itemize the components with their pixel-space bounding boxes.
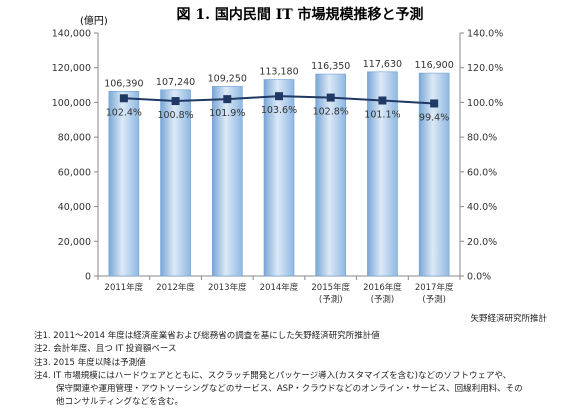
- note-4-cont: 他コンサルティングなどを含む。: [56, 397, 183, 408]
- y-right-tick-label: 100.0%: [467, 98, 503, 109]
- chart: 図 1. 国内民間 IT 市場規模推移と予測 (億円) 0 20,000 40,00…: [52, 6, 504, 306]
- y-axis-unit: (億円): [80, 14, 108, 27]
- note-4: 注4. IT 市場規模にはハードウェアとともに、スクラッチ開発とパッケージ導入(…: [34, 370, 512, 381]
- growth-point: [430, 99, 439, 108]
- bar-value-label: 106,390: [104, 78, 143, 89]
- bar-value-label: 117,630: [363, 59, 402, 70]
- x-tick-label: 2015年度: [311, 282, 350, 293]
- y-right-tick-label: 120.0%: [467, 63, 503, 74]
- x-tick-label: (予測): [422, 294, 446, 305]
- bar-value-label: 107,240: [156, 77, 195, 88]
- bar: [211, 86, 243, 277]
- growth-point: [378, 96, 387, 105]
- bar: [263, 79, 295, 277]
- bar: [160, 89, 191, 277]
- y-right-tick-label: 60.0%: [467, 167, 497, 178]
- growth-value-label: 101.9%: [209, 108, 245, 119]
- bar: [315, 73, 347, 277]
- bars: [108, 71, 450, 277]
- growth-line: [119, 92, 439, 108]
- growth-point: [223, 95, 232, 104]
- note-1: 注1. 2011～2014 年度は経済産業省および総務省の調査を基にした矢野経済…: [34, 331, 380, 341]
- bar-value-label: 116,900: [414, 60, 453, 71]
- growth-value-label: 100.8%: [157, 110, 193, 121]
- growth-point: [171, 97, 180, 106]
- y-left-tick-label: 120,000: [52, 63, 91, 74]
- bar: [108, 91, 140, 277]
- x-tick-label: (予測): [371, 294, 395, 305]
- x-tick-label: 2011年度: [105, 282, 144, 293]
- y-left-tick-label: 80,000: [58, 133, 91, 144]
- bar-value-label: 113,180: [259, 67, 298, 78]
- note-2: 注2. 会計年度、且つ IT 投資額ベース: [34, 344, 177, 355]
- y-right-tick-label: 20.0%: [467, 237, 497, 248]
- y-left-tick-label: 40,000: [58, 202, 91, 213]
- y-left-tick-label: 140,000: [52, 29, 91, 40]
- y-left-tick-label: 20,000: [58, 237, 91, 248]
- y-left-tick-label: 100,000: [52, 98, 91, 109]
- notes: 注1. 2011～2014 年度は経済産業省および総務省の調査を基にした矢野経済…: [34, 330, 554, 410]
- y-right-tick-label: 0.0%: [467, 272, 491, 283]
- x-tick-label: (予測): [319, 294, 343, 305]
- data-labels: 106,390 107,240 109,250 113,180 116,350 117,6…: [104, 59, 454, 124]
- growth-value-label: 102.8%: [313, 107, 349, 118]
- growth-point: [119, 94, 128, 103]
- chart-title: 図 1. 国内民間 IT 市場規模推移と予測: [176, 6, 423, 23]
- y-left-tick-label: 60,000: [58, 167, 91, 178]
- x-tick-label: 2016年度: [363, 282, 402, 293]
- bar: [367, 71, 398, 277]
- note-3: 注3. 2015 年度以降は予測値: [34, 357, 146, 368]
- growth-point: [275, 92, 283, 101]
- y-right-tick-label: 80.0%: [467, 133, 497, 144]
- bar-value-label: 109,250: [208, 73, 247, 84]
- note-4-cont: 保守関連や運用管理・アウトソーシングなどのサービス、ASP・クラウドなどのオンラ…: [56, 384, 523, 395]
- growth-value-label: 102.4%: [106, 107, 142, 118]
- x-tick-label: 2012年度: [156, 282, 195, 293]
- growth-value-label: 99.4%: [419, 112, 449, 123]
- growth-point: [326, 93, 335, 102]
- bar-value-label: 116,350: [311, 61, 350, 72]
- y-right-tick-label: 140.0%: [467, 29, 503, 40]
- x-tick-label: 2014年度: [260, 282, 299, 293]
- growth-value-label: 103.6%: [261, 105, 297, 116]
- growth-value-label: 101.1%: [364, 110, 400, 121]
- source-note: 矢野経済研究所推計: [470, 314, 547, 324]
- axes: 0 20,000 40,000 60,000 80,000 100,000 120,000 1…: [52, 29, 504, 306]
- x-tick-label: 2017年度: [415, 282, 454, 293]
- y-left-tick-label: 0: [85, 272, 91, 283]
- y-right-tick-label: 40.0%: [467, 202, 497, 213]
- x-tick-label: 2013年度: [208, 282, 247, 293]
